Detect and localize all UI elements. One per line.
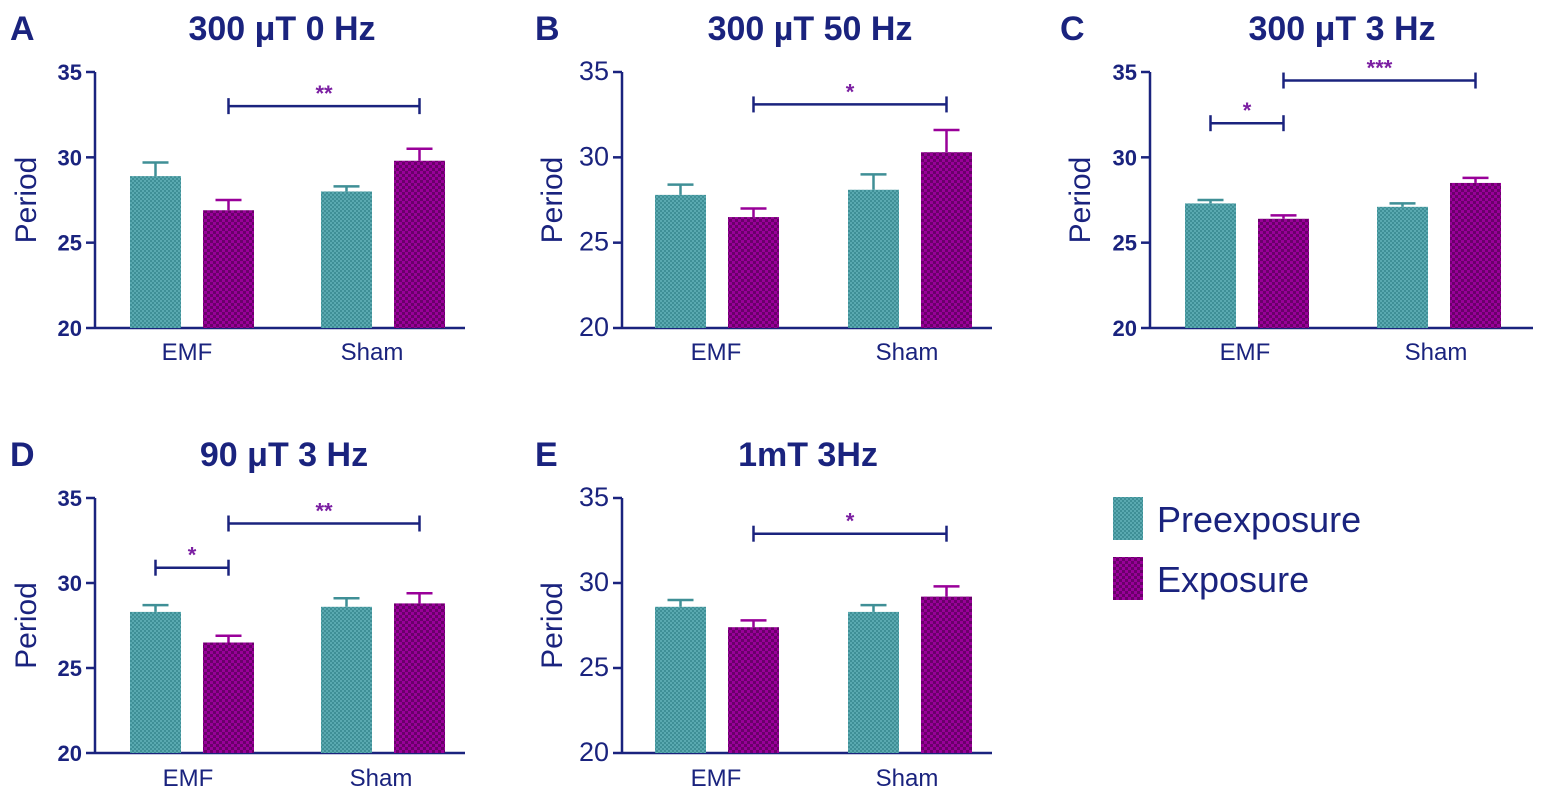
y-tick-label: 25 [58,656,82,681]
chart-panel-b: B 300 µT 50 Hz Period 20 25 30 35 EMF Sham * [535,10,992,366]
panel-title: 1mT 3Hz [738,436,878,474]
y-tick-label: 20 [579,312,609,342]
y-tick-label: 30 [579,567,609,597]
y-tick-label: 25 [58,231,82,256]
panel-letter: A [10,10,35,48]
legend-label: Preexposure [1157,499,1361,540]
x-category-label: Sham [341,339,404,366]
panel-letter: B [535,10,560,48]
bar-sham-preexposure [321,191,372,328]
bar-emf-preexposure [655,606,706,753]
y-tick-label: 30 [58,571,82,596]
panel-letter: C [1060,10,1085,48]
bar-sham-exposure [921,152,972,328]
significance-label: ** [315,81,333,106]
panel-title: 300 μT 0 Hz [188,10,375,48]
y-tick-label: 20 [58,316,82,341]
legend-swatch-exposure [1113,557,1143,600]
y-tick-label: 35 [579,482,609,512]
y-axis-label: Period [10,157,43,244]
x-category-label: EMF [691,339,742,366]
x-category-label: Sham [876,765,939,792]
significance-label: * [1243,98,1252,123]
x-category-label: EMF [1220,339,1271,366]
bar-emf-preexposure [130,611,181,753]
y-tick-label: 35 [1113,60,1137,85]
y-tick-label: 20 [58,741,82,766]
panel-letter: D [10,436,35,474]
y-axis-label: Period [536,157,569,244]
y-axis-label: Period [10,582,43,669]
x-category-label: EMF [163,765,214,792]
significance-label: *** [1367,56,1393,81]
bar-sham-exposure [1450,182,1501,328]
panel-title: 90 μT 3 Hz [200,436,368,474]
y-tick-label: 30 [579,141,609,171]
y-tick-label: 20 [1113,316,1137,341]
legend: Preexposure Exposure [1113,497,1361,600]
chart-panel-a: A 300 μT 0 Hz Period 20 25 30 35 EMF Sham ** [10,10,465,366]
legend-label: Exposure [1157,559,1309,600]
bar-sham-preexposure [1377,206,1428,328]
bar-sham-preexposure [848,189,899,328]
significance-label: * [188,543,197,568]
panel-title: 300 μT 3 Hz [1248,10,1435,48]
y-tick-label: 35 [579,56,609,86]
bar-sham-exposure [394,160,445,328]
significance-label: ** [315,499,333,524]
bar-sham-exposure [921,596,972,753]
y-tick-label: 25 [579,227,609,257]
chart-panel-e: E 1mT 3Hz Period 20 25 30 35 EMF Sham * [535,436,992,792]
x-category-label: Sham [876,339,939,366]
bar-emf-exposure [203,642,254,753]
panel-letter: E [535,436,558,474]
bar-emf-preexposure [1185,203,1236,328]
bar-sham-preexposure [321,606,372,753]
y-tick-label: 35 [58,60,82,85]
y-tick-label: 30 [58,145,82,170]
x-category-label: EMF [162,339,213,366]
x-category-label: EMF [691,765,742,792]
bar-emf-exposure [203,210,254,328]
y-tick-label: 20 [579,737,609,767]
panel-title: 300 µT 50 Hz [708,10,913,48]
y-tick-label: 25 [1113,231,1137,256]
y-axis-label: Period [1064,157,1097,244]
bar-emf-exposure [728,627,779,753]
x-category-label: Sham [1405,339,1468,366]
y-axis-label: Period [536,582,569,669]
x-category-label: Sham [350,765,413,792]
y-tick-label: 25 [579,652,609,682]
y-tick-label: 35 [58,486,82,511]
significance-label: * [846,509,855,534]
legend-swatch-preexposure [1113,497,1143,540]
bar-sham-exposure [394,603,445,753]
bar-emf-exposure [1258,218,1309,328]
bar-emf-exposure [728,217,779,328]
bar-emf-preexposure [655,194,706,328]
bar-sham-preexposure [848,611,899,753]
bar-emf-preexposure [130,176,181,328]
y-tick-label: 30 [1113,145,1137,170]
significance-label: * [846,79,855,104]
